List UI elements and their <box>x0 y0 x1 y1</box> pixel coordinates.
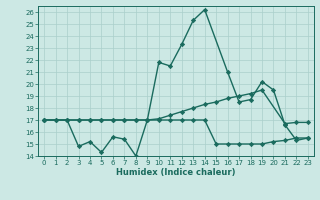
X-axis label: Humidex (Indice chaleur): Humidex (Indice chaleur) <box>116 168 236 177</box>
